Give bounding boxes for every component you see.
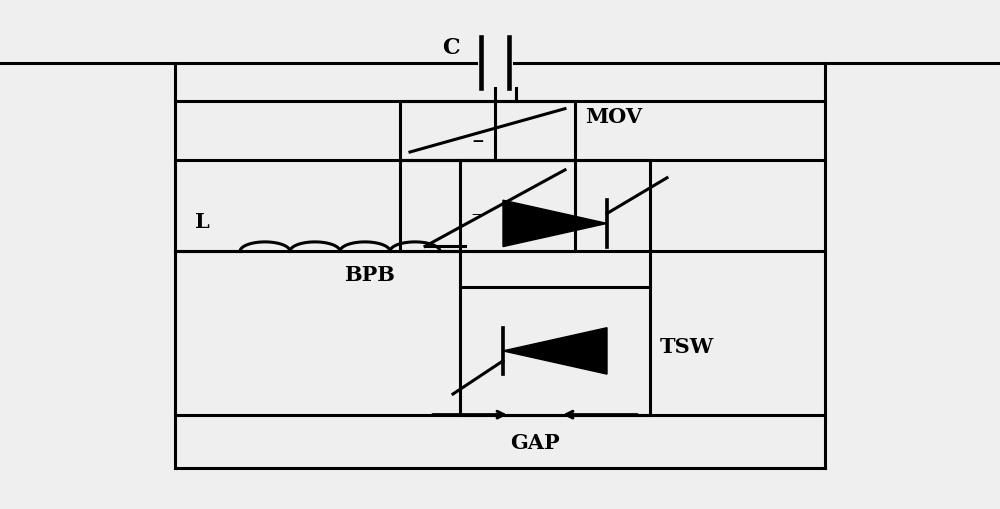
Text: C: C [442, 37, 460, 60]
Text: MOV: MOV [585, 106, 642, 126]
Polygon shape [503, 328, 607, 375]
Text: −: − [471, 134, 484, 149]
Text: BPB: BPB [344, 265, 395, 285]
Polygon shape [503, 201, 607, 247]
Text: TSW: TSW [660, 336, 714, 356]
Bar [400, 102, 575, 160]
Text: L: L [195, 211, 210, 232]
Text: —: — [471, 207, 484, 220]
Bar [400, 160, 575, 252]
Text: GAP: GAP [510, 433, 560, 453]
Bar [460, 160, 650, 415]
